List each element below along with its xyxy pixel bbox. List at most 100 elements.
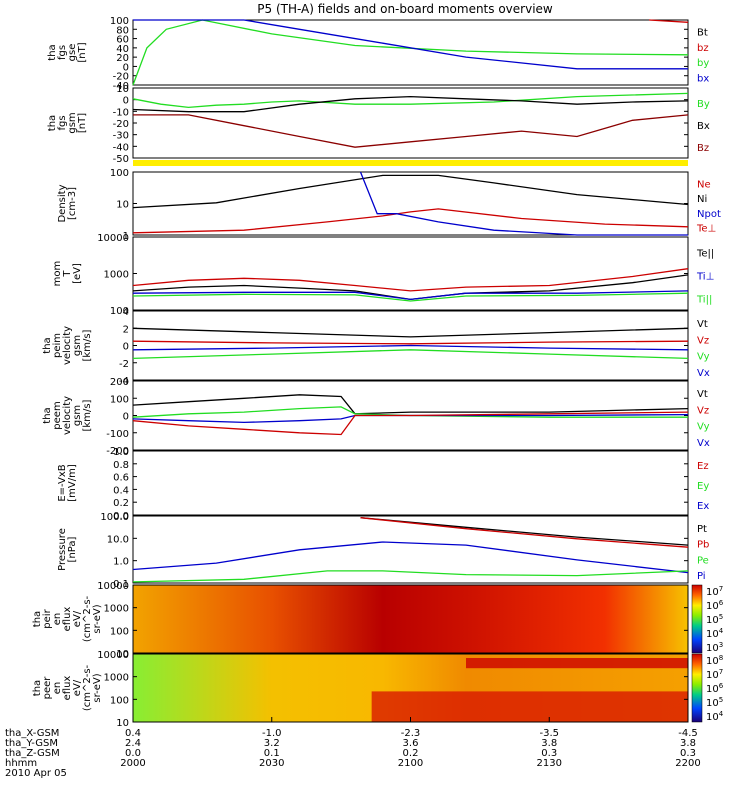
x-tick-label: 0.0 bbox=[125, 748, 141, 759]
y-tick-label: 0.1 bbox=[113, 579, 129, 590]
legend-entry: Vy bbox=[697, 352, 710, 363]
y-tick-label: 0.4 bbox=[113, 485, 129, 496]
y-axis-label: gsm bbox=[72, 335, 83, 356]
y-axis-label: gsm bbox=[67, 112, 78, 133]
legend-entry: Te⊥ bbox=[696, 224, 716, 235]
y-axis-label: en bbox=[52, 682, 63, 695]
y-axis-label: peir bbox=[42, 608, 53, 628]
legend-entry: By bbox=[697, 99, 710, 110]
x-row-label: tha_Y-GSM bbox=[5, 738, 58, 749]
x-tick-label: -3.5 bbox=[539, 728, 559, 739]
plot-title: P5 (TH-A) fields and on-board moments ov… bbox=[257, 2, 553, 16]
series-line-Vz bbox=[132, 411, 689, 436]
y-axis-label: E=-VxB bbox=[57, 464, 68, 501]
x-tick-label: -2.3 bbox=[401, 728, 421, 739]
spectrogram-hot-band bbox=[371, 691, 688, 722]
y-tick-label: 100 bbox=[110, 626, 129, 637]
series-line-by bbox=[132, 19, 689, 86]
series-line-bx bbox=[133, 19, 688, 70]
x-tick-label: 3.8 bbox=[680, 738, 696, 749]
panel-frame-fgs_gse bbox=[132, 19, 689, 86]
colorbar-peer_spec bbox=[691, 653, 703, 723]
panel-frame-pressure bbox=[132, 515, 689, 584]
y-axis-label: tha bbox=[42, 407, 53, 423]
colorbar-label: 106 bbox=[706, 599, 724, 612]
colorbar-label: 104 bbox=[706, 710, 724, 723]
colorbar-label: 105 bbox=[706, 613, 723, 626]
y-tick-label: -20 bbox=[113, 119, 129, 130]
x-tick-label: -4.5 bbox=[678, 728, 698, 739]
y-tick-label: -100 bbox=[106, 429, 129, 440]
legend-entry: Vx bbox=[697, 368, 710, 379]
legend-entry: Bt bbox=[697, 28, 708, 39]
y-tick-label: 10 bbox=[116, 649, 129, 660]
y-tick-label: 60 bbox=[116, 35, 129, 46]
y-tick-label: 100 bbox=[110, 695, 129, 706]
x-row-label: hhmm bbox=[5, 758, 37, 769]
series-line-Vz bbox=[132, 340, 689, 345]
y-axis-label: eflux bbox=[62, 607, 73, 632]
y-tick-label: 1.0 bbox=[113, 447, 129, 458]
series-line-Bx bbox=[132, 95, 689, 113]
x-tick-label: 3.8 bbox=[541, 738, 557, 749]
y-tick-label: 80 bbox=[116, 25, 129, 36]
date-label: 2010 Apr 05 bbox=[5, 768, 67, 779]
y-axis-label: [nT] bbox=[77, 113, 88, 133]
legend-entry: Vx bbox=[697, 438, 710, 449]
y-axis-label: [nT] bbox=[77, 42, 88, 62]
legend-entry: Vy bbox=[697, 422, 710, 433]
y-tick-label: 2 bbox=[123, 324, 129, 335]
x-row-label: tha_Z-GSM bbox=[5, 748, 60, 759]
colorbar-label: 107 bbox=[706, 585, 723, 598]
y-tick-label: 10 bbox=[116, 200, 129, 211]
y-tick-label: 10000 bbox=[97, 233, 129, 244]
x-tick-label: 2030 bbox=[259, 758, 284, 769]
y-tick-label: 0 bbox=[123, 342, 129, 353]
y-axis-label: tha bbox=[42, 337, 53, 353]
y-axis-label: eflux bbox=[62, 676, 73, 701]
legend-entry: bz bbox=[697, 43, 709, 54]
series-line-Ni bbox=[132, 174, 689, 209]
legend-entry: Pt bbox=[697, 524, 707, 535]
x-tick-label: 0.3 bbox=[541, 748, 557, 759]
y-tick-label: -30 bbox=[113, 131, 129, 142]
colorbar-label: 103 bbox=[706, 641, 723, 654]
y-axis-label: Pressure bbox=[57, 528, 68, 571]
y-axis-label: gse bbox=[67, 44, 78, 62]
y-tick-label: -200 bbox=[106, 446, 129, 457]
y-axis-label: (cm^2-s- bbox=[82, 664, 93, 711]
legend-entry: Ey bbox=[697, 481, 709, 492]
y-axis-label: tha bbox=[47, 115, 58, 131]
y-axis-label: sr-eV) bbox=[92, 673, 103, 702]
y-tick-label: 100 bbox=[110, 306, 129, 317]
y-tick-label: 100 bbox=[110, 168, 129, 179]
y-axis-label: peem bbox=[52, 401, 63, 429]
x-tick-label: 2.4 bbox=[125, 738, 141, 749]
y-axis-label: Density bbox=[57, 184, 68, 222]
y-axis-label: fgs bbox=[57, 45, 68, 60]
series-line-Ti bbox=[132, 290, 689, 301]
legend-entry: Te|| bbox=[696, 249, 714, 260]
series-line-Pt bbox=[360, 517, 689, 546]
legend-entry: Vz bbox=[697, 335, 709, 346]
series-line-Te bbox=[132, 274, 689, 301]
y-axis-label: eV/ bbox=[72, 610, 83, 627]
y-axis-label: velocity bbox=[62, 326, 73, 365]
y-axis-label: (cm^2-s- bbox=[82, 595, 93, 642]
y-tick-label: 0 bbox=[123, 62, 129, 73]
quality-flag-bar bbox=[133, 160, 688, 166]
y-tick-label: 0.8 bbox=[113, 460, 129, 471]
x-tick-label: 2000 bbox=[120, 758, 145, 769]
series-line-Vt bbox=[132, 327, 689, 338]
y-tick-label: 0 bbox=[123, 96, 129, 107]
y-tick-label: -40 bbox=[113, 81, 129, 92]
x-tick-label: 0.2 bbox=[403, 748, 419, 759]
y-tick-label: 1000 bbox=[104, 270, 129, 281]
legend-entry: Pe bbox=[697, 555, 709, 566]
y-axis-label: T bbox=[62, 270, 73, 278]
y-axis-label: [cm-3] bbox=[67, 187, 78, 220]
legend-entry: Ne bbox=[697, 179, 711, 190]
y-tick-label: -20 bbox=[113, 72, 129, 83]
legend-entry: Ni bbox=[697, 194, 707, 205]
